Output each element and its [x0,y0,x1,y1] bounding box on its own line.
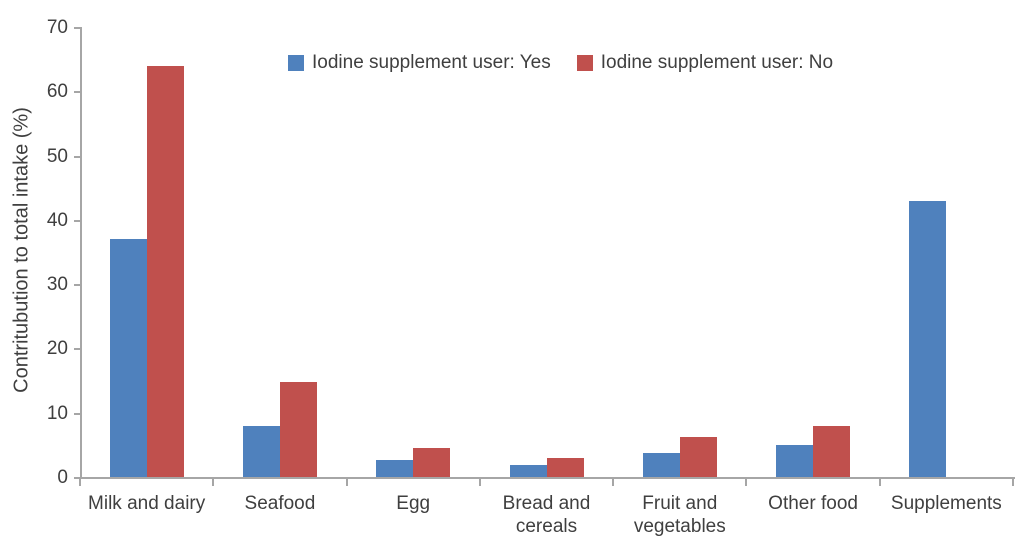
legend-label: Iodine supplement user: No [600,52,834,73]
y-tick-mark [74,155,80,158]
legend-label: Iodine supplement user: Yes [312,52,551,73]
y-tick-mark [74,477,80,479]
x-tick-mark [745,479,748,486]
legend-swatch-icon [288,55,304,71]
y-tick-label: 60 [46,81,68,103]
bar-yes [776,444,814,477]
bar-yes [509,465,547,477]
y-tick-label: 20 [46,338,68,360]
legend-entry-no: Iodine supplement user: No [576,52,834,74]
x-category-label: Seafood [244,493,316,514]
bar-no [813,425,851,477]
bar-yes [376,459,414,477]
x-category-label: Supplements [890,493,1002,514]
bar-no [279,381,317,477]
legend-entry-yes: Iodine supplement user: Yes [288,52,551,74]
x-tick-mark [612,479,615,486]
x-axis-line [80,477,1015,479]
bar-yes [909,200,947,477]
bar-yes [242,425,280,477]
x-category-label: Fruit and vegetables [633,493,726,537]
bar-yes [642,453,680,477]
x-tick-mark [1012,479,1014,486]
legend: Iodine supplement user: Yes Iodine supple… [288,52,833,74]
bar-no [679,437,717,477]
y-tick-label: 70 [46,17,68,38]
y-tick-mark [74,27,80,29]
y-tick-mark [74,219,80,222]
x-tick-mark [345,479,348,486]
x-category-label: Egg [396,493,431,514]
y-tick-label: 40 [46,209,68,231]
y-tick-mark [74,284,80,287]
y-tick-mark [74,91,80,94]
y-tick-label: 30 [46,274,68,296]
y-tick-mark [74,348,80,351]
y-axis-line [80,27,82,479]
x-category-label: Milk and dairy [88,493,206,514]
bar-no [413,448,451,477]
x-tick-mark [878,479,881,486]
x-tick-mark [79,479,81,486]
x-tick-mark [478,479,481,486]
legend-swatch-icon [576,55,593,71]
x-category-label: Other food [768,493,858,514]
y-tick-mark [74,412,80,415]
x-tick-mark [212,479,215,486]
y-tick-label: 0 [57,467,68,488]
bar-no [546,457,584,477]
y-tick-label: 50 [46,145,68,167]
x-category-label: Bread and cereals [502,493,591,537]
bar-no [146,65,184,477]
bar-yes [109,239,147,477]
y-tick-label: 10 [46,402,68,424]
